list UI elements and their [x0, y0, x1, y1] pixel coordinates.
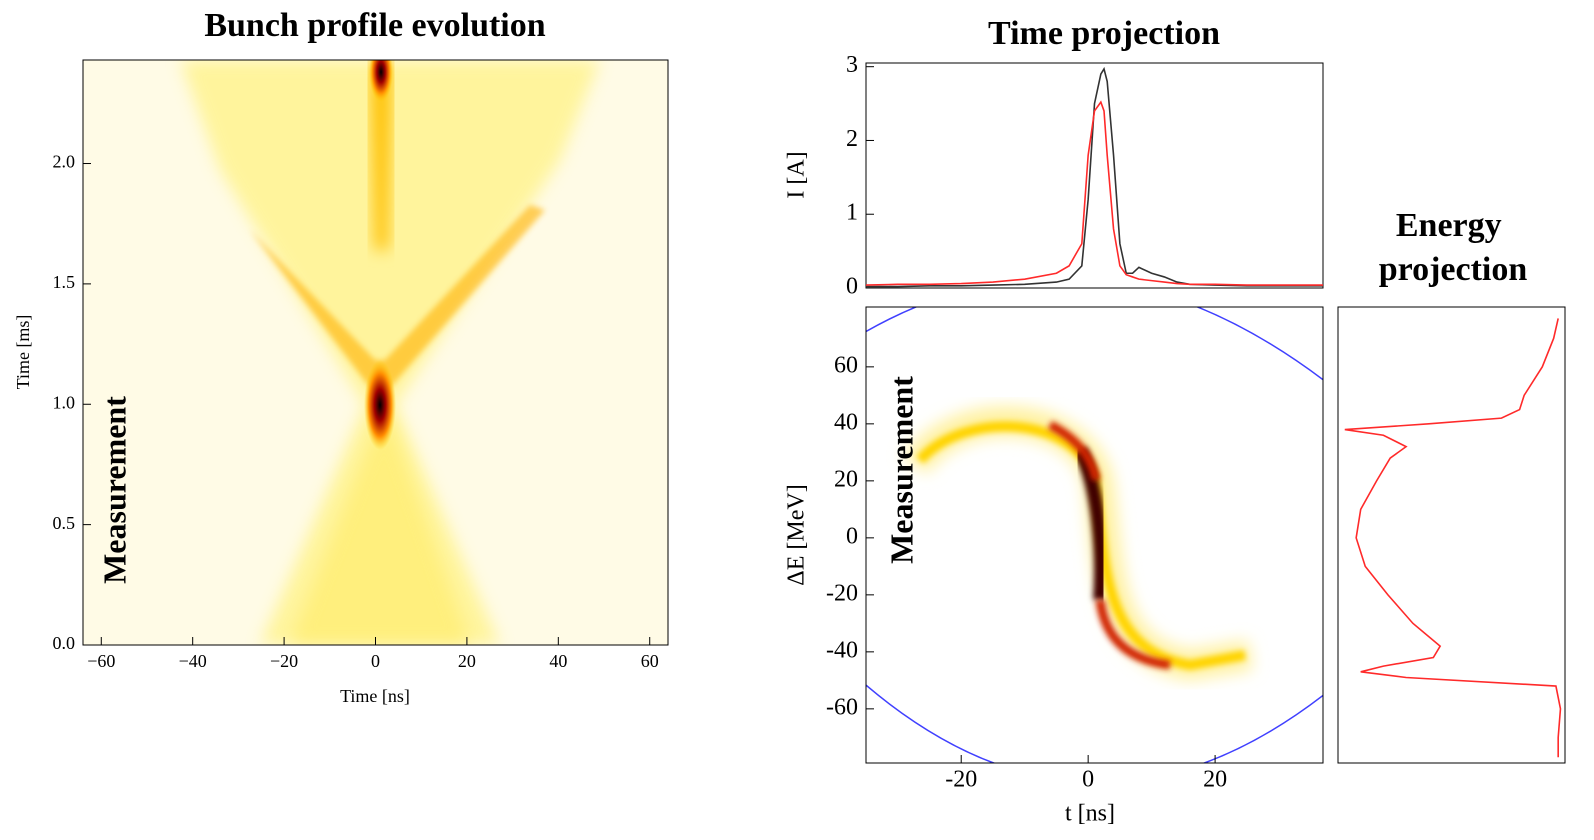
- y-tick-label: 0.0: [53, 633, 76, 653]
- heatmap-image: [866, 307, 1323, 763]
- y-tick-label: 0: [846, 523, 858, 549]
- y-tick-label: -20: [826, 580, 858, 606]
- x-tick-label: 0: [1082, 767, 1094, 793]
- y-axis-label: Time [ms]: [13, 315, 33, 390]
- y-axis-label: I [A]: [784, 151, 810, 198]
- y-tick-label: 2.0: [53, 152, 76, 172]
- y-tick-label: 0: [846, 274, 858, 300]
- x-tick-label: 60: [641, 651, 659, 671]
- x-tick-label: -20: [945, 767, 977, 793]
- y-tick-label: 0.5: [53, 513, 76, 533]
- x-tick-label: 0: [371, 651, 380, 671]
- y-tick-label: 1.5: [53, 272, 76, 292]
- x-axis-label: t [ns]: [1065, 801, 1115, 827]
- plot-frame: [1337, 306, 1566, 764]
- y-tick-label: 1.0: [53, 392, 76, 412]
- y-tick-label: -60: [826, 694, 858, 720]
- x-axis-label: Time [ns]: [340, 686, 410, 706]
- heatmap-image: [83, 60, 668, 645]
- y-tick-label: 40: [834, 409, 858, 435]
- title-line: Energy: [1396, 207, 1510, 244]
- x-tick-label: 20: [458, 651, 476, 671]
- plot-frame: [865, 62, 1324, 289]
- x-tick-label: −40: [179, 651, 207, 671]
- plot-frame: [865, 306, 1324, 764]
- y-tick-label: 2: [846, 126, 858, 152]
- y-tick-label: 3: [846, 52, 858, 78]
- y-axis-label: ΔE [MeV]: [784, 484, 810, 585]
- annotation: Measurement: [883, 376, 919, 564]
- series-line: [866, 66, 1323, 288]
- x-tick-label: 20: [1203, 767, 1227, 793]
- chart-title: Energy projection: [1379, 207, 1528, 288]
- x-tick-label: 40: [549, 651, 567, 671]
- series-line: [1344, 318, 1562, 758]
- y-tick-label: -40: [826, 637, 858, 663]
- series-line: [865, 100, 1323, 286]
- x-tick-label: −60: [87, 651, 115, 671]
- y-tick-label: 60: [834, 352, 858, 378]
- y-tick-label: 20: [834, 466, 858, 492]
- chart-title: Time projection: [988, 15, 1220, 52]
- y-tick-label: 1: [846, 200, 858, 226]
- annotation: Measurement: [96, 396, 132, 584]
- title-line: projection: [1379, 251, 1528, 288]
- chart-title: Bunch profile evolution: [204, 7, 545, 44]
- x-tick-label: −20: [270, 651, 298, 671]
